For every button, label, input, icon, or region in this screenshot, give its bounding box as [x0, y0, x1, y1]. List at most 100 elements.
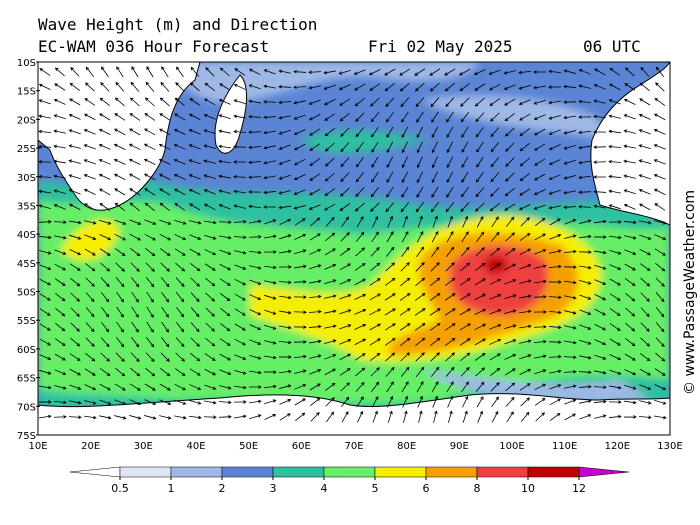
antarctica — [38, 393, 670, 435]
arrow — [338, 69, 351, 75]
arrow — [205, 322, 215, 332]
arrow — [354, 83, 366, 91]
colorbar-segment — [119, 466, 172, 478]
arrow — [143, 173, 156, 181]
arrow — [369, 308, 382, 316]
arrow — [385, 202, 395, 213]
arrow — [131, 306, 139, 318]
arrow — [129, 415, 142, 420]
arrow — [98, 158, 111, 165]
arrow — [369, 323, 381, 331]
arrow — [594, 354, 607, 360]
arrow — [233, 129, 247, 134]
arrow — [324, 294, 337, 299]
lon-label: 20E — [81, 441, 100, 452]
arrow — [309, 188, 321, 196]
arrow — [623, 159, 636, 164]
arrow — [639, 263, 651, 271]
arrow — [372, 410, 378, 423]
arrow — [489, 324, 502, 330]
arrow — [130, 81, 140, 92]
arrow — [159, 219, 172, 225]
arrow — [203, 159, 216, 164]
arrow — [608, 220, 622, 224]
arrow — [461, 126, 469, 138]
arrow — [593, 399, 607, 404]
arrow — [68, 203, 81, 211]
arrow — [249, 294, 262, 301]
arrow — [638, 188, 651, 195]
arrow — [445, 246, 455, 257]
arrow — [85, 277, 95, 287]
arrow — [563, 190, 576, 195]
arrow — [114, 383, 126, 391]
arrow — [519, 188, 531, 196]
arrow — [278, 159, 291, 165]
arrow — [218, 114, 231, 120]
arrow — [293, 354, 307, 359]
arrow — [475, 187, 485, 198]
arrow — [85, 66, 95, 77]
arrow — [563, 144, 576, 150]
arrow — [519, 294, 532, 299]
arrow — [519, 383, 531, 391]
arrow — [624, 235, 637, 240]
arrow — [293, 129, 306, 136]
arrow — [308, 309, 322, 314]
arrow — [249, 309, 262, 316]
arrow — [220, 307, 231, 317]
arrow — [563, 205, 577, 210]
arrow — [248, 130, 262, 134]
arrow — [475, 367, 486, 377]
arrow — [161, 291, 170, 303]
arrow — [98, 128, 111, 135]
arrow — [234, 308, 246, 316]
arrow — [654, 248, 666, 256]
arrow — [608, 99, 621, 105]
arrow — [39, 278, 52, 286]
arrow — [189, 220, 202, 225]
arrow — [174, 97, 185, 106]
arrow — [190, 277, 200, 287]
arrow — [489, 202, 500, 212]
arrow — [39, 414, 52, 419]
arrow — [324, 382, 336, 391]
arrow — [144, 233, 156, 241]
arrow — [385, 246, 395, 257]
arrow — [548, 310, 562, 315]
arrow — [461, 156, 469, 168]
arrow — [205, 277, 216, 287]
arrow — [204, 234, 217, 240]
arrow — [279, 398, 292, 405]
arrow — [294, 398, 306, 406]
arrow — [387, 395, 394, 408]
arrow — [219, 83, 231, 91]
arrow — [324, 203, 336, 211]
arrow — [204, 249, 217, 256]
arrow — [461, 395, 469, 408]
time: 06 UTC — [583, 37, 641, 56]
arrow — [204, 220, 217, 225]
arrow — [624, 83, 636, 91]
arrow — [263, 384, 277, 389]
arrow — [432, 215, 438, 228]
arrow — [504, 353, 517, 360]
arrow — [233, 83, 246, 90]
arrow — [639, 82, 650, 92]
arrow — [490, 187, 500, 197]
arrow — [385, 262, 396, 272]
arrow — [129, 399, 142, 406]
arrow — [278, 190, 291, 195]
arrow — [326, 411, 335, 423]
arrow — [415, 352, 425, 362]
arrow — [309, 233, 321, 241]
arrow — [324, 279, 337, 285]
arrow — [248, 385, 262, 389]
arrow — [504, 339, 517, 345]
colorbar-label: 5 — [372, 482, 379, 495]
arrow — [131, 336, 140, 348]
arrow — [174, 248, 186, 256]
arrow — [400, 97, 410, 108]
arrow — [640, 322, 650, 332]
arrow — [609, 67, 621, 76]
